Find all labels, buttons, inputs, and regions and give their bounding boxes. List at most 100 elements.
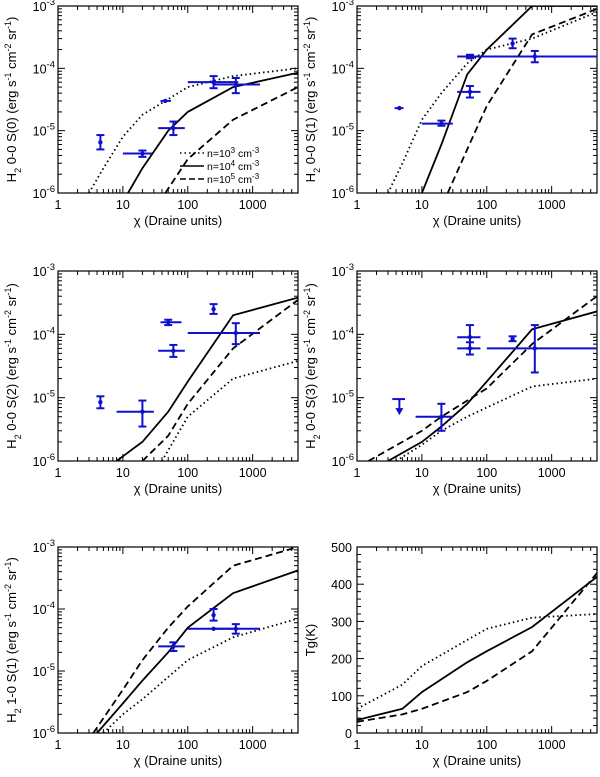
x-axis-title: χ (Draine units) (433, 753, 521, 768)
y-tick-label: 10-5 (33, 122, 55, 139)
data-point (508, 335, 517, 343)
model-curves (367, 295, 597, 461)
series-line-dashed (446, 8, 597, 193)
y-tick-label: 10-4 (332, 325, 354, 342)
y-tick-label: 10-3 (33, 262, 55, 279)
y-tick-label: 500 (331, 541, 352, 555)
x-tick-label: 1 (55, 738, 62, 752)
data-point (187, 322, 261, 346)
observations (158, 608, 261, 653)
series-line-solid (116, 296, 298, 461)
series-line-dotted (88, 67, 298, 193)
data-point (187, 75, 239, 90)
y-tick-label: 10-5 (33, 389, 55, 406)
data-point (457, 85, 481, 99)
x-tick-label: 10 (116, 466, 130, 480)
data-point (457, 53, 597, 60)
y-tick-label: 10-4 (33, 600, 55, 617)
series-line-dashed (367, 295, 597, 461)
y-axis: 10-6 10-5 10-4 10-3 (33, 0, 298, 201)
x-tick-label: 100 (177, 198, 198, 212)
data-point (457, 324, 481, 350)
x-tick-label: 10 (415, 466, 429, 480)
x-tick-label: 1000 (239, 738, 267, 752)
series-line-solid (421, 6, 597, 193)
x-axis: 1 10 100 1000 (354, 547, 598, 752)
data-point (486, 324, 597, 374)
y-tick-label: 10-4 (332, 59, 354, 76)
series-line-dotted (161, 360, 298, 461)
data-point (530, 49, 539, 64)
y-tick-label: 10-3 (33, 0, 55, 14)
model-curves (387, 6, 597, 193)
y-tick-label: 10-3 (332, 0, 354, 14)
data-point (394, 105, 404, 111)
y-axis: 0 100 200 300 400 500 (331, 541, 597, 741)
series-line-dotted (395, 377, 597, 461)
x-axis-title: χ (Draine units) (433, 213, 521, 228)
y-axis-title: H2 0-0 S(3) (erg s-1 cm-2 sr-1) (302, 283, 322, 449)
y-tick-label: 10-5 (332, 389, 354, 406)
data-point (96, 395, 105, 410)
series-line-solid (96, 569, 298, 733)
y-tick-label: 10-5 (33, 662, 55, 679)
data-point (392, 398, 406, 416)
x-tick-label: 1 (354, 738, 361, 752)
panel-5: 1 10 100 1000 10-6 10-5 10-4 10-3 χ (Draine unit… (3, 538, 299, 768)
data-point (213, 76, 261, 95)
x-axis: 1 10 100 1000 (55, 271, 299, 480)
x-axis: 1 10 100 1000 (354, 271, 598, 480)
x-tick-label: 10 (116, 738, 130, 752)
x-tick-label: 10 (415, 198, 429, 212)
y-tick-label: 10-6 (33, 452, 55, 469)
y-axis-title: H2 0-0 S(1) (erg s-1 cm-2 sr-1) (302, 17, 322, 183)
panel-2: 1 10 100 1000 10-6 10-5 10-4 10-3 χ (Draine unit… (302, 0, 598, 228)
series-line-dashed (164, 86, 298, 193)
y-axis: 10-6 10-5 10-4 10-3 (332, 0, 597, 201)
observations (96, 75, 261, 158)
x-tick-label: 10 (415, 738, 429, 752)
x-axis-title: χ (Draine units) (134, 213, 222, 228)
series-line-solid (387, 310, 597, 461)
panel-4: 1 10 100 1000 10-6 10-5 10-4 10-3 χ (Draine unit… (302, 262, 598, 496)
y-tick-label: 400 (331, 578, 352, 592)
data-point (96, 134, 105, 151)
y-tick-label: 10-4 (33, 325, 55, 342)
x-tick-label: 100 (476, 466, 497, 480)
series-line-dashed (92, 547, 298, 733)
x-axis: 1 10 100 1000 (354, 6, 598, 212)
y-tick-label: 10-6 (33, 724, 55, 741)
panel-3: 1 10 100 1000 10-6 10-5 10-4 10-3 χ (Draine unit… (3, 262, 299, 496)
x-tick-label: 100 (177, 466, 198, 480)
data-point (158, 641, 185, 653)
x-tick-label: 1 (55, 466, 62, 480)
data-point (160, 98, 171, 104)
data-point (415, 402, 453, 432)
y-axis-title: H2 0-0 S(0) (erg s-1 cm-2 sr-1) (3, 17, 23, 183)
plot-frame (356, 546, 598, 734)
y-axis-title: H2 1-0 S(1) (erg s-1 cm-2 sr-1) (3, 557, 23, 723)
model-curves (92, 547, 298, 733)
y-tick-label: 10-6 (332, 184, 354, 201)
data-point (209, 608, 218, 622)
y-tick-label: 300 (331, 615, 352, 629)
x-tick-label: 10 (116, 198, 130, 212)
y-tick-label: 10-4 (33, 59, 55, 76)
data-point (122, 149, 152, 158)
data-point (158, 120, 185, 137)
data-point (457, 341, 481, 356)
model-curves (88, 67, 298, 193)
x-tick-label: 100 (476, 198, 497, 212)
data-point (116, 399, 154, 428)
series-line-dotted (102, 617, 298, 733)
plot-frame (57, 5, 299, 194)
x-axis: 1 10 100 1000 (55, 6, 299, 212)
x-axis-title: χ (Draine units) (134, 753, 222, 768)
x-tick-label: 1000 (239, 198, 267, 212)
y-tick-label: 10-5 (332, 122, 354, 139)
data-point (421, 119, 453, 127)
data-point (158, 343, 185, 358)
x-axis-title: χ (Draine units) (134, 481, 222, 496)
data-point (213, 623, 261, 635)
